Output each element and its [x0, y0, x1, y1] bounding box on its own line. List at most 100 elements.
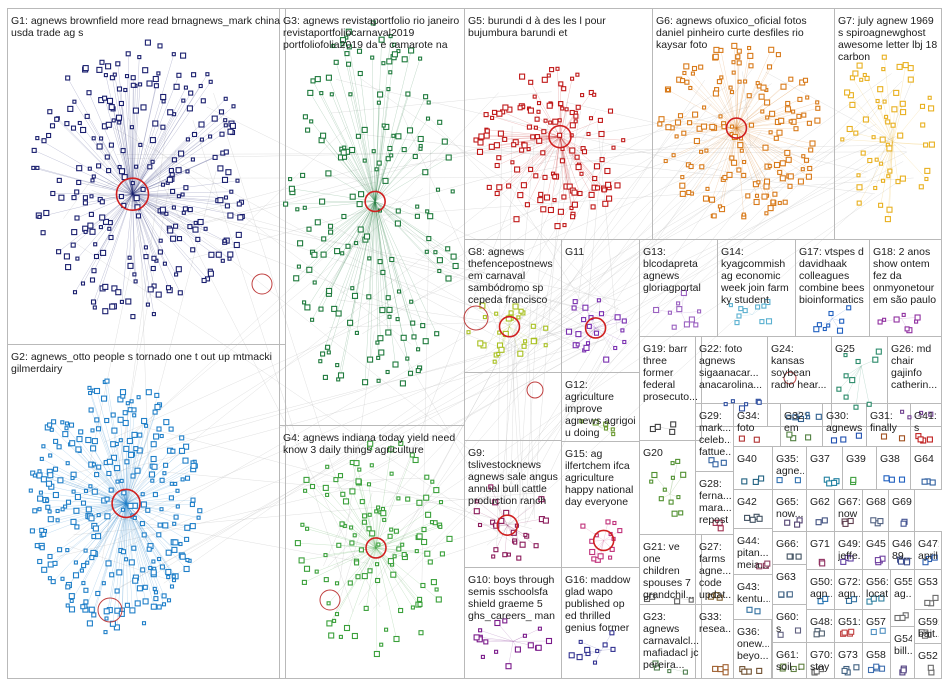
node-g9	[523, 532, 528, 537]
node-g2	[90, 445, 97, 452]
node-g58	[867, 666, 875, 674]
node-g29	[720, 459, 727, 466]
node-g3	[288, 185, 295, 192]
node-g1	[76, 165, 83, 172]
node-g2	[129, 607, 136, 614]
node-g4	[412, 456, 419, 464]
node-g3	[387, 314, 392, 319]
group-edge	[374, 201, 379, 358]
group-edge	[132, 194, 225, 241]
inter-group-edge	[578, 315, 619, 343]
node-g10	[514, 646, 521, 653]
group-edge	[736, 102, 768, 129]
node-g6	[777, 169, 783, 175]
node-g8	[498, 346, 505, 353]
node-g3	[401, 56, 408, 63]
node-g11	[620, 328, 625, 333]
group-edge	[129, 194, 133, 258]
node-g11	[598, 311, 605, 317]
node-g9	[538, 496, 545, 503]
node-g58	[873, 663, 880, 670]
node-g2	[159, 477, 165, 483]
node-g65	[784, 519, 791, 526]
node-g6	[805, 95, 810, 100]
node-g2	[162, 471, 167, 476]
node-g20	[670, 475, 675, 480]
node-g23	[682, 669, 688, 675]
group-label-g40: G40	[737, 453, 757, 465]
group-edge	[889, 142, 893, 210]
group-edge	[34, 150, 133, 195]
node-g1	[119, 299, 124, 304]
node-g24	[806, 415, 811, 420]
group-edge	[132, 166, 137, 195]
group-edge	[884, 57, 893, 143]
inter-group-edge	[337, 299, 516, 326]
node-g5	[477, 139, 484, 146]
node-g3	[327, 223, 334, 229]
inter-group-edge	[362, 83, 772, 335]
node-g2	[130, 473, 136, 479]
group-label-g8: G8: agnews thefencepostnews em carnaval …	[468, 246, 553, 306]
node-g1	[84, 113, 90, 119]
node-g11	[622, 339, 627, 345]
inter-group-edge	[213, 93, 343, 498]
group-edge	[523, 136, 561, 186]
inter-group-edge	[376, 162, 605, 586]
node-g2	[87, 385, 92, 390]
node-g2	[104, 417, 110, 424]
inter-group-edge	[176, 168, 359, 219]
node-g2	[38, 490, 43, 495]
node-g3	[450, 253, 457, 260]
group-edge	[580, 641, 602, 651]
node-g41	[926, 436, 933, 443]
node-g1	[166, 176, 173, 183]
node-g7	[900, 109, 907, 116]
group-edge	[105, 75, 133, 195]
node-g1	[161, 99, 166, 104]
node-g5	[521, 142, 528, 149]
group-edge	[375, 524, 440, 549]
node-g7	[862, 72, 867, 78]
group-edge	[314, 201, 376, 283]
node-g5	[601, 187, 607, 193]
inter-group-edge	[202, 237, 526, 495]
group-edge	[733, 128, 737, 163]
node-g7	[852, 70, 859, 77]
node-g68	[877, 518, 884, 525]
node-g6	[815, 105, 821, 111]
node-g5	[570, 214, 576, 220]
node-g2	[175, 504, 180, 509]
group-edge	[374, 201, 423, 326]
group-edge	[132, 194, 161, 253]
node-g6	[737, 79, 742, 84]
node-g31	[898, 435, 906, 442]
node-g35	[794, 477, 801, 484]
node-g11	[603, 356, 610, 363]
group-edge	[132, 194, 191, 210]
node-g2	[106, 470, 112, 477]
node-g17	[846, 305, 852, 311]
node-g49	[847, 555, 854, 562]
node-g1	[160, 182, 166, 187]
node-g3	[382, 177, 389, 184]
group-edge	[375, 547, 428, 554]
node-g2	[88, 606, 95, 613]
node-g1	[147, 286, 154, 293]
group-edge	[125, 503, 187, 540]
group-edge	[374, 201, 396, 365]
node-g6	[747, 52, 754, 59]
hub-self-loop-g3	[364, 190, 386, 213]
node-g2	[91, 462, 96, 467]
node-g10	[545, 637, 553, 645]
node-g2	[168, 495, 174, 501]
group-edge	[109, 194, 133, 229]
inter-group-edge	[370, 178, 882, 473]
node-g1	[104, 154, 110, 160]
node-g2	[37, 507, 42, 512]
node-g4	[323, 577, 329, 583]
node-g8	[512, 303, 519, 310]
node-g2	[55, 518, 60, 523]
node-g1	[138, 82, 143, 87]
group-edge	[349, 46, 376, 202]
